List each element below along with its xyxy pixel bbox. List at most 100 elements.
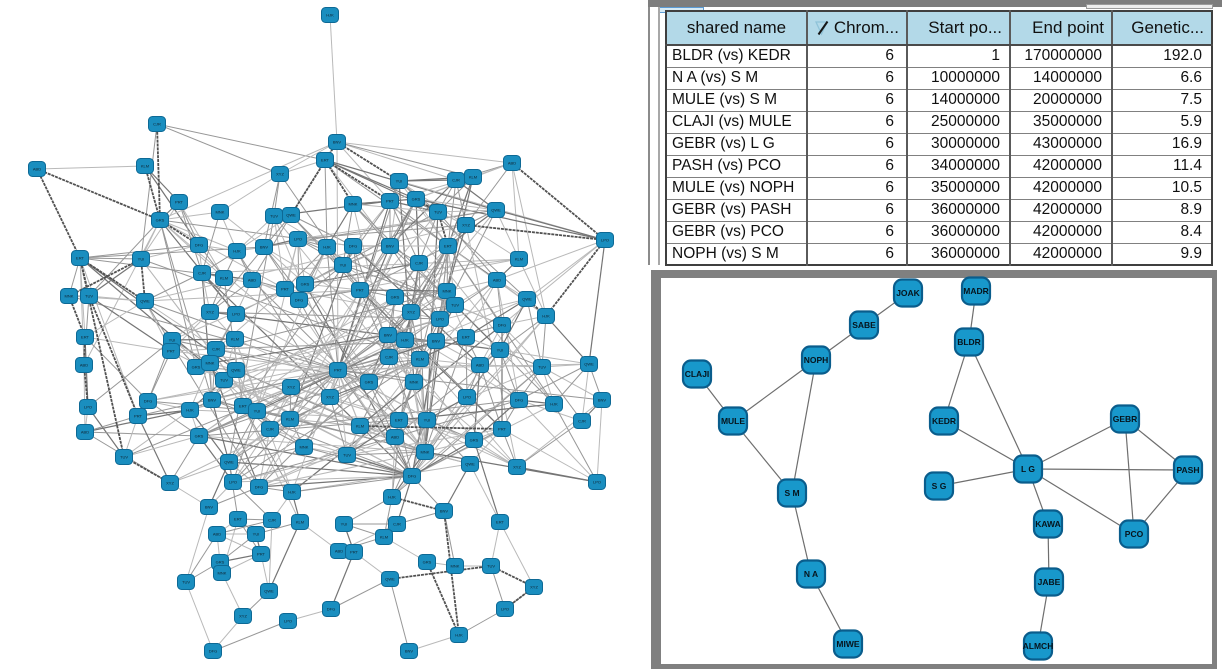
svg-text:XYZ: XYZ — [407, 309, 415, 314]
svg-text:MNK: MNK — [65, 293, 74, 298]
svg-text:ABD: ABD — [80, 362, 88, 367]
svg-text:QWE: QWE — [522, 296, 532, 301]
svg-text:MNK: MNK — [443, 288, 452, 293]
svg-text:ABD: ABD — [508, 160, 516, 165]
svg-text:CJR: CJR — [268, 517, 276, 522]
svg-text:XYZ: XYZ — [287, 384, 295, 389]
svg-text:MNK: MNK — [218, 570, 227, 575]
svg-text:MULE: MULE — [721, 416, 745, 426]
svg-text:SABE: SABE — [852, 320, 876, 330]
svg-text:KLM: KLM — [141, 163, 149, 168]
svg-text:MNK: MNK — [206, 360, 215, 365]
svg-text:LPO: LPO — [501, 606, 509, 611]
svg-text:QWE: QWE — [231, 367, 241, 372]
svg-text:NOPH: NOPH — [804, 355, 829, 365]
svg-text:CJR: CJR — [452, 177, 460, 182]
svg-text:GRS: GRS — [216, 559, 225, 564]
svg-text:PRT: PRT — [350, 549, 358, 554]
svg-text:YUI: YUI — [340, 262, 347, 267]
svg-text:MNK: MNK — [216, 209, 225, 214]
svg-text:PRT: PRT — [134, 413, 142, 418]
svg-text:GRS: GRS — [365, 379, 374, 384]
svg-text:ERT: ERT — [444, 243, 452, 248]
svg-text:KLM: KLM — [380, 534, 388, 539]
svg-text:GRS: GRS — [423, 559, 432, 564]
svg-text:CJR: CJR — [393, 521, 401, 526]
svg-text:YUI: YUI — [497, 347, 504, 352]
svg-text:ABD: ABD — [476, 362, 484, 367]
svg-text:ABD: ABD — [493, 277, 501, 282]
svg-text:MIWE: MIWE — [836, 639, 859, 649]
svg-text:MNK: MNK — [421, 449, 430, 454]
svg-text:ABD: ABD — [33, 166, 41, 171]
svg-text:ERT: ERT — [76, 255, 84, 260]
svg-text:DFG: DFG — [408, 473, 416, 478]
svg-text:BNV: BNV — [205, 504, 214, 509]
svg-text:XYZ: XYZ — [513, 464, 521, 469]
svg-text:PRT: PRT — [167, 348, 175, 353]
svg-text:DFG: DFG — [255, 484, 263, 489]
svg-text:LPO: LPO — [294, 236, 302, 241]
svg-text:MNK: MNK — [300, 444, 309, 449]
svg-text:YUI: YUI — [341, 521, 348, 526]
svg-text:LPO: LPO — [593, 479, 601, 484]
svg-text:ERT: ERT — [234, 516, 242, 521]
svg-text:CJR: CJR — [198, 270, 206, 275]
svg-text:HJK: HJK — [233, 248, 241, 253]
svg-text:TUV: TUV — [343, 452, 351, 457]
svg-text:TUV: TUV — [487, 563, 495, 568]
svg-text:HJK: HJK — [542, 313, 550, 318]
svg-text:BNV: BNV — [333, 139, 342, 144]
svg-text:MNK: MNK — [349, 201, 358, 206]
svg-text:QWE: QWE — [385, 576, 395, 581]
svg-text:PRT: PRT — [498, 426, 506, 431]
svg-text:PRT: PRT — [356, 287, 364, 292]
svg-text:TUV: TUV — [538, 364, 546, 369]
svg-text:CJR: CJR — [212, 346, 220, 351]
svg-text:GRS: GRS — [301, 281, 310, 286]
svg-text:KEDR: KEDR — [932, 416, 956, 426]
svg-text:LPO: LPO — [232, 311, 240, 316]
svg-text:ERT: ERT — [81, 334, 89, 339]
svg-text:MNK: MNK — [410, 379, 419, 384]
svg-text:QWE: QWE — [491, 207, 501, 212]
svg-text:QWE: QWE — [264, 588, 274, 593]
svg-text:HJK: HJK — [323, 244, 331, 249]
svg-text:BNV: BNV — [208, 397, 217, 402]
svg-text:BNV: BNV — [386, 243, 395, 248]
svg-text:KLM: KLM — [220, 275, 228, 280]
svg-text:DFG: DFG — [349, 243, 357, 248]
svg-text:CJR: CJR — [415, 260, 423, 265]
svg-text:CJR: CJR — [578, 418, 586, 423]
svg-text:KLM: KLM — [515, 256, 523, 261]
svg-text:BLDR: BLDR — [957, 337, 981, 347]
svg-text:DFG: DFG — [295, 297, 303, 302]
svg-text:LPO: LPO — [463, 394, 471, 399]
svg-text:ERT: ERT — [496, 519, 504, 524]
svg-text:DFG: DFG — [195, 242, 203, 247]
svg-text:YUI: YUI — [169, 337, 176, 342]
svg-text:HJK: HJK — [288, 489, 296, 494]
svg-text:ABD: ABD — [391, 434, 399, 439]
svg-text:KLM: KLM — [296, 519, 304, 524]
svg-text:DFG: DFG — [515, 397, 523, 402]
svg-text:HJK: HJK — [401, 337, 409, 342]
svg-text:ERT: ERT — [462, 334, 470, 339]
svg-text:DFG: DFG — [498, 322, 506, 327]
svg-text:XYZ: XYZ — [530, 584, 538, 589]
svg-text:TUV: TUV — [182, 579, 190, 584]
svg-text:LPO: LPO — [436, 316, 444, 321]
svg-text:KAWA: KAWA — [1035, 519, 1061, 529]
svg-text:TUV: TUV — [434, 209, 442, 214]
svg-text:HJK: HJK — [186, 407, 194, 412]
svg-text:YUI: YUI — [424, 417, 431, 422]
svg-text:HJK: HJK — [326, 12, 334, 17]
svg-text:KLM: KLM — [231, 336, 239, 341]
svg-text:TUV: TUV — [451, 302, 459, 307]
svg-text:GRS: GRS — [195, 433, 204, 438]
svg-text:GRS: GRS — [412, 196, 421, 201]
svg-text:TUV: TUV — [120, 454, 128, 459]
svg-text:ERT: ERT — [395, 417, 403, 422]
svg-text:ALMCH: ALMCH — [1023, 641, 1054, 651]
svg-text:S G: S G — [932, 481, 947, 491]
